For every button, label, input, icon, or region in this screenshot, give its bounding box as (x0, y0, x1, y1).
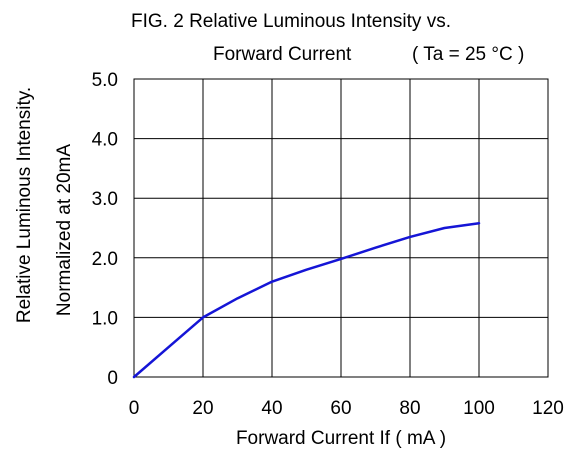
y-tick-label: 1.0 (92, 308, 118, 329)
y-tick-label: 2.0 (92, 249, 118, 270)
chart-title-line2: Forward Current (213, 44, 352, 65)
x-tick-label: 40 (261, 398, 282, 419)
chart-title-line1: FIG. 2 Relative Luminous Intensity vs. (131, 11, 451, 32)
y-axis-label-line1: Relative Luminous Intensity. (14, 87, 35, 323)
x-tick-label: 80 (399, 398, 420, 419)
y-tick-label: 0 (107, 368, 118, 389)
y-tick-label: 4.0 (92, 130, 118, 151)
plot-frame (133, 78, 549, 378)
y-tick-label: 3.0 (92, 189, 118, 210)
y-tick-label: 5.0 (92, 70, 118, 91)
series-line (132, 221, 481, 379)
x-tick-label: 120 (532, 398, 564, 419)
x-tick-label: 0 (129, 398, 140, 419)
x-tick-label: 20 (192, 398, 213, 419)
x-axis-label: Forward Current If ( mA ) (236, 428, 446, 449)
y-axis-label-line2: Normalized at 20mA (54, 144, 75, 316)
x-tick-label: 60 (330, 398, 351, 419)
x-tick-label: 100 (463, 398, 495, 419)
tick-labels: 0 20 40 60 80 100 120 0 1.0 2.0 3.0 4.0 5.0 (92, 70, 564, 419)
chart-condition: ( Ta = 25 °C ) (412, 44, 524, 65)
grid (133, 78, 549, 378)
series-layer (132, 221, 481, 379)
